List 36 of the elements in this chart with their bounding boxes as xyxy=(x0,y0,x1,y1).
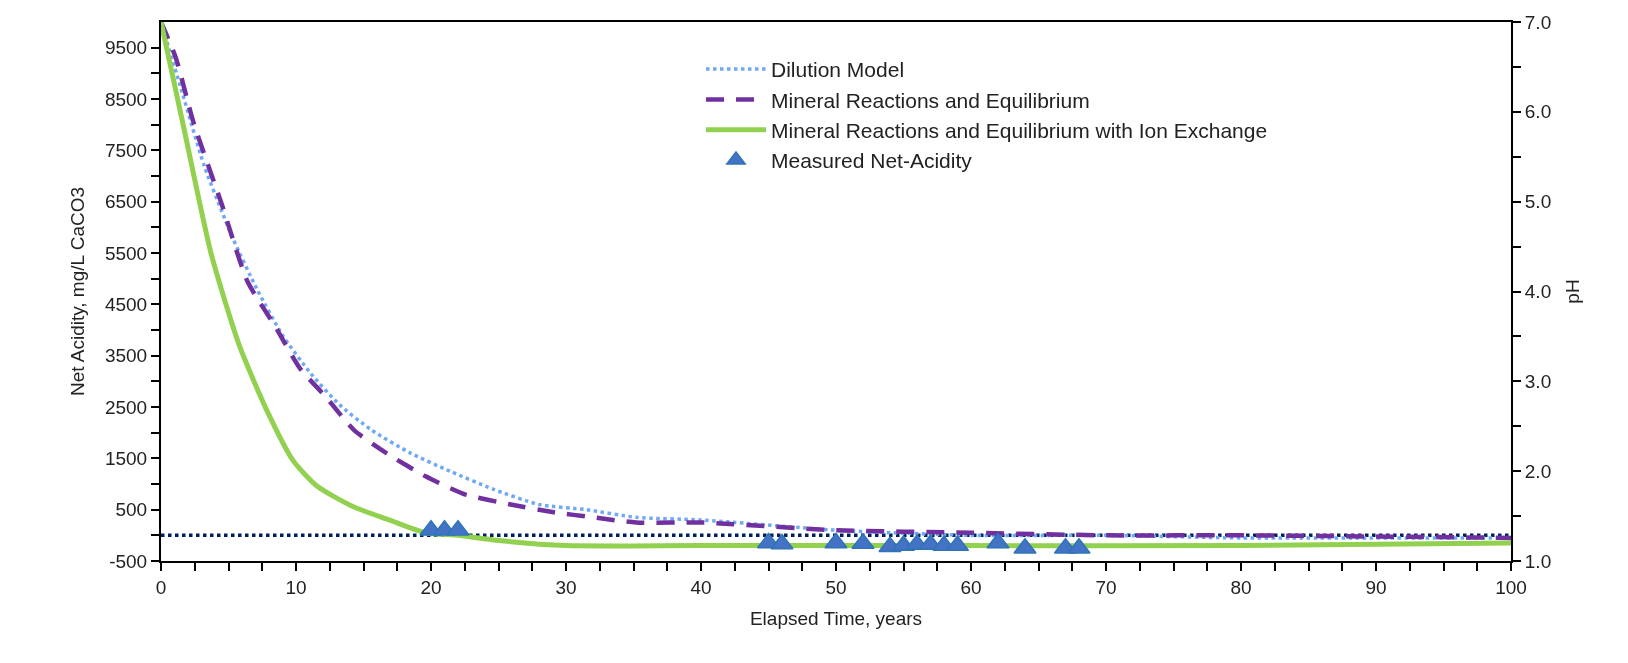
y-tick-label: 2500 xyxy=(104,396,148,418)
legend-label: Mineral Reactions and Equilibrium with Ion Exchange xyxy=(771,118,1268,142)
x-tick-label: 0 xyxy=(155,576,167,598)
x-tick-label: 20 xyxy=(420,576,442,598)
y2-tick-label: 6.0 xyxy=(1524,101,1552,123)
y2-tick-label: 3.0 xyxy=(1524,370,1552,392)
x-tick-label: 60 xyxy=(960,576,982,598)
x-tick-label: 70 xyxy=(1095,576,1117,598)
y-tick-label: 5500 xyxy=(104,242,148,264)
y-tick-label: 7500 xyxy=(104,139,148,161)
y2-tick-label: 5.0 xyxy=(1524,191,1552,213)
y-axis-title: Net Acidity, mg/L CaCO3 xyxy=(67,186,89,397)
x-tick-label: 90 xyxy=(1365,576,1387,598)
y2-tick-label: 1.0 xyxy=(1524,550,1552,572)
y-tick-label: 6500 xyxy=(104,191,148,213)
x-tick-label: 10 xyxy=(285,576,307,598)
y2-tick-label: 2.0 xyxy=(1524,460,1552,482)
y2-tick-label: 4.0 xyxy=(1524,281,1552,303)
x-tick-label: 50 xyxy=(825,576,847,598)
y2-tick-label: 7.0 xyxy=(1524,11,1552,33)
y-tick-label: 3500 xyxy=(104,345,148,367)
legend-label: Mineral Reactions and Equilibrium xyxy=(771,88,1090,112)
y2-axis-title: pH xyxy=(1561,279,1583,304)
y-tick-label: 1500 xyxy=(104,447,148,469)
y-tick-label: 8500 xyxy=(104,88,148,110)
y-tick-label: 4500 xyxy=(104,293,148,315)
y-tick-label: -500 xyxy=(109,550,148,572)
x-tick-label: 30 xyxy=(555,576,577,598)
y-tick-label: 9500 xyxy=(104,37,148,59)
x-tick-label: 80 xyxy=(1230,576,1252,598)
y-tick-label: 500 xyxy=(115,499,148,521)
x-tick-label: 40 xyxy=(690,576,712,598)
x-tick-label: 100 xyxy=(1495,576,1527,598)
legend-label: Measured Net-Acidity xyxy=(771,149,973,173)
legend-label: Dilution Model xyxy=(771,58,905,82)
x-axis-title: Elapsed Time, years xyxy=(749,608,923,630)
